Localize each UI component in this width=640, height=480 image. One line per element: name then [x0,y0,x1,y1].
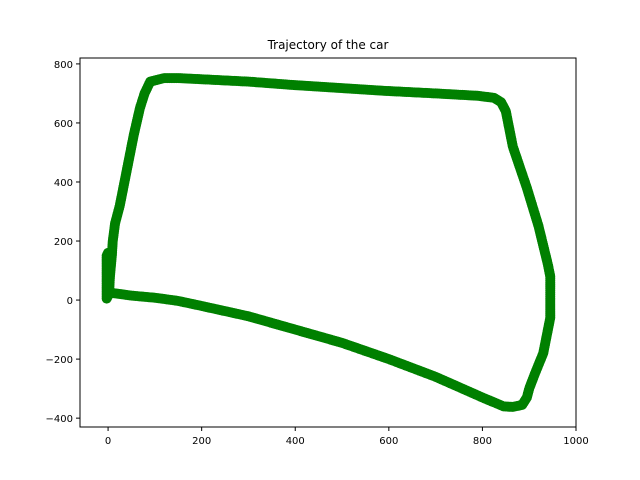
x-tick-label: 600 [379,436,398,447]
chart-title: Trajectory of the car [267,38,389,52]
x-tick-label: 0 [105,436,111,447]
x-tick-label: 400 [286,436,305,447]
y-tick-label: 600 [54,119,73,130]
x-tick-label: 800 [473,436,492,447]
axes-frame [79,57,577,428]
axes: 0 200 400 600 800 1000 −400 −200 0 200 400 600 800 [46,57,589,447]
markers-group [101,73,556,412]
y-tick-label: 0 [67,296,73,307]
trajectory-point [105,287,116,298]
plot-area [101,73,556,412]
y-tick-label: −400 [46,414,73,425]
y-tick-label: 200 [54,237,73,248]
y-tick-label: −200 [46,355,73,366]
x-tick-label: 200 [192,436,211,447]
y-tick-label: 400 [54,178,73,189]
y-tick-label: 800 [54,60,73,71]
x-tick-label: 1000 [563,436,588,447]
